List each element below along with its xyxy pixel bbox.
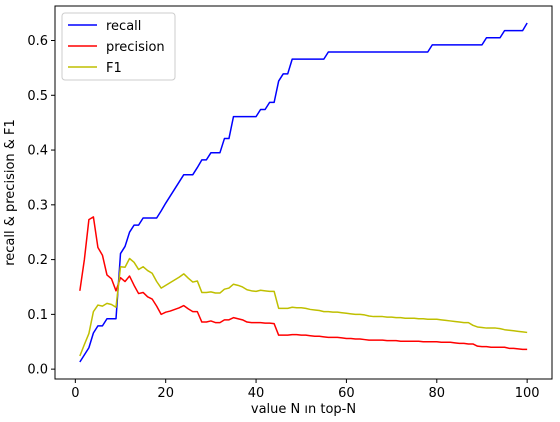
x-axis-ticks: 0 20 40 60 80 100 <box>71 379 540 401</box>
legend-label: F1 <box>106 61 122 76</box>
legend: recall precision F1 <box>61 12 176 81</box>
series-line-recall <box>79 22 528 363</box>
y-tick-label: 0.6 <box>27 34 48 49</box>
y-axis-label: recall & precision & F1 <box>3 119 18 266</box>
x-tick-label: 60 <box>338 386 355 401</box>
series-line-precision <box>79 216 528 351</box>
series-layer <box>79 22 528 363</box>
x-tick-label: 80 <box>429 386 446 401</box>
legend-label: precision <box>106 40 165 55</box>
legend-items: recall precision F1 <box>68 19 165 76</box>
y-axis-ticks: 0.0 0.1 0.2 0.3 0.4 0.5 0.6 <box>27 34 55 378</box>
x-tick-label: 20 <box>157 386 174 401</box>
y-tick-label: 0.2 <box>27 253 48 268</box>
y-tick-label: 0.4 <box>27 144 48 159</box>
y-tick-label: 0.5 <box>27 89 48 104</box>
x-tick-label: 40 <box>248 386 265 401</box>
y-tick-label: 0.0 <box>27 363 48 378</box>
legend-box <box>61 12 176 81</box>
legend-label: recall <box>106 19 141 34</box>
series-line-f1 <box>79 257 528 357</box>
x-axis-label: value N ın top-N <box>251 402 356 417</box>
y-tick-label: 0.3 <box>27 198 48 213</box>
y-tick-label: 0.1 <box>27 308 48 323</box>
x-tick-label: 100 <box>515 386 540 401</box>
x-tick-label: 0 <box>71 386 79 401</box>
